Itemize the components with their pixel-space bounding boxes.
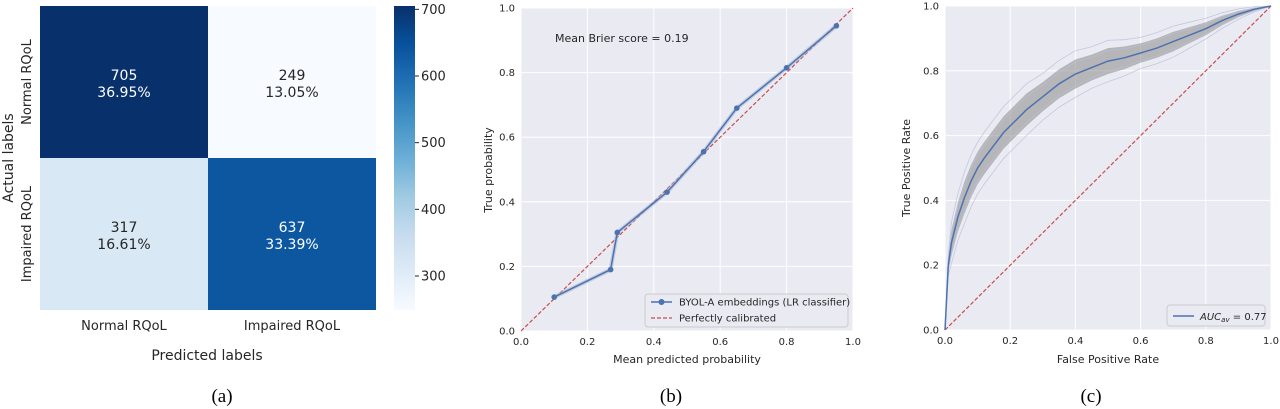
- panel-label-c: (c): [1080, 386, 1101, 407]
- calib-series: [520, 7, 854, 332]
- brier-annotation: Mean Brier score = 0.19: [555, 32, 689, 45]
- byol-point-6: [783, 64, 790, 71]
- cm-cell-1-1: [208, 158, 376, 310]
- roc-ylabel: True Positive Rate: [900, 119, 913, 218]
- roc-ticks: 0.0 0.2 0.4 0.6 0.8 1.0 0.0 0.2 0.4 0.6 0.8 1.0: [923, 2, 1279, 348]
- roc-fold-curve-2: [944, 5, 1272, 331]
- calib-xlabel: Mean predicted probability: [613, 353, 761, 366]
- colorbar-tick-label-500: 500: [421, 136, 446, 151]
- roc-series: [944, 5, 1272, 331]
- calib-xtick-0: 0.0: [513, 337, 529, 348]
- panel-label-b: (b): [660, 386, 682, 407]
- auc-rest: = 0.77: [1230, 312, 1267, 323]
- cm-percent-0-0: 36.95%: [97, 85, 150, 101]
- roc-ytick-4: 0.8: [923, 66, 939, 77]
- roc-ytick-1: 0.2: [923, 261, 939, 272]
- cm-xlabel: Predicted labels: [151, 348, 262, 364]
- roc-xtick-3: 0.6: [1133, 336, 1149, 347]
- cm-count-0-0: 705: [111, 68, 138, 84]
- calib-ytick-2: 0.4: [499, 197, 515, 208]
- calib-ytick-3: 0.6: [499, 133, 515, 144]
- cm-percent-0-1: 13.05%: [265, 85, 318, 101]
- roc-legend: AUCav = 0.77: [1166, 304, 1267, 327]
- roc-mean-curve: [944, 5, 1272, 331]
- byol-point-2: [614, 229, 621, 236]
- colorbar-tick-label-400: 400: [421, 203, 446, 218]
- cm-percent-1-0: 16.61%: [97, 237, 150, 253]
- roc-ytick-0: 0.0: [923, 326, 939, 337]
- roc-ytick-5: 1.0: [923, 2, 939, 13]
- calib-legend: BYOL-A embeddings (LR classifier) Perfec…: [644, 293, 850, 328]
- cm-ylabel: Actual labels: [1, 113, 17, 202]
- calib-xtick-1: 0.2: [579, 337, 595, 348]
- series-chance-diagonal: [944, 5, 1272, 331]
- panel-label-a: (a): [211, 386, 232, 407]
- cm-cell-0-1: [208, 6, 376, 158]
- cm-ytick-1: Impaired RQoL: [20, 185, 35, 282]
- calib-legend-box: [644, 293, 849, 328]
- colorbar-ticks: 300 400 500 600 700: [415, 3, 446, 285]
- roc-ytick-3: 0.6: [923, 131, 939, 142]
- roc-ytick-2: 0.4: [923, 196, 939, 207]
- roc-xtick-4: 0.8: [1198, 336, 1214, 347]
- calib-xtick-4: 0.8: [779, 337, 795, 348]
- legend-label-byol: BYOL-A embeddings (LR classifier): [679, 298, 850, 309]
- roc-legend-box: [1166, 304, 1266, 327]
- roc-xtick-5: 1.0: [1263, 336, 1279, 347]
- roc-xlabel: False Positive Rate: [1057, 353, 1159, 366]
- byol-point-5: [734, 105, 740, 111]
- calib-ticks: 0.0 0.2 0.4 0.6 0.8 1.0 0.0 0.2 0.4 0.6 0.8 1.0: [499, 4, 861, 349]
- byol-point-7: [833, 22, 840, 29]
- cm-count-1-1: 637: [279, 220, 306, 236]
- cm-xtick-0: Normal RQoL: [81, 319, 167, 334]
- calib-xtick-5: 1.0: [845, 337, 861, 348]
- calib-xtick-3: 0.6: [712, 337, 728, 348]
- legend-marker-byol: [658, 299, 665, 305]
- calib-xtick-2: 0.4: [646, 337, 662, 348]
- calib-ytick-4: 0.8: [499, 68, 515, 79]
- calibration-plot: 0.0 0.2 0.4 0.6 0.8 1.0 0.0 0.2 0.4 0.6 0.8 1.0 Mea…: [482, 4, 861, 367]
- roc-fold-curve-3: [944, 5, 1272, 331]
- byol-point-3: [664, 189, 670, 195]
- cm-percent-1-1: 33.39%: [265, 237, 318, 253]
- calib-ytick-0: 0.0: [499, 327, 515, 338]
- roc-grid: [944, 5, 1272, 331]
- byol-point-0: [551, 294, 557, 300]
- legend-label-calibrated: Perfectly calibrated: [679, 314, 776, 325]
- colorbar-tick-label-700: 700: [421, 3, 446, 18]
- legend-label-auc: AUCav = 0.77: [1199, 312, 1267, 324]
- cm-cell-0-0: [40, 6, 208, 158]
- roc-fold-curve-1: [944, 5, 1272, 331]
- calib-ytick-5: 1.0: [499, 4, 515, 15]
- colorbar-tick-label-300: 300: [421, 270, 446, 285]
- colorbar: [394, 6, 415, 310]
- cm-count-0-1: 249: [279, 68, 306, 84]
- byol-point-4: [700, 148, 707, 155]
- cm-ytick-0: Normal RQoL: [20, 38, 35, 124]
- roc-plot: 0.0 0.2 0.4 0.6 0.8 1.0 0.0 0.2 0.4 0.6 0.8 1.0 AUC…: [900, 2, 1279, 367]
- calib-grid: [520, 7, 854, 332]
- cm-cell-1-0: [40, 158, 208, 310]
- auc-base: AUC: [1199, 312, 1221, 323]
- roc-fold-curve-0: [944, 5, 1272, 331]
- roc-xtick-0: 0.0: [937, 336, 953, 347]
- byol-point-1: [607, 266, 614, 273]
- roc-xtick-1: 0.2: [1002, 336, 1018, 347]
- cm-xtick-1: Impaired RQoL: [244, 319, 341, 334]
- colorbar-gradient: [394, 6, 415, 310]
- colorbar-tick-label-600: 600: [421, 70, 446, 85]
- auc-sub: av: [1221, 316, 1230, 324]
- cm-count-1-0: 317: [111, 220, 138, 236]
- roc-std-band: [945, 6, 1271, 330]
- roc-xtick-2: 0.4: [1067, 336, 1083, 347]
- calib-ylabel: True probability: [482, 127, 495, 214]
- calib-ytick-1: 0.2: [499, 262, 515, 273]
- series-byol-line: [553, 25, 837, 298]
